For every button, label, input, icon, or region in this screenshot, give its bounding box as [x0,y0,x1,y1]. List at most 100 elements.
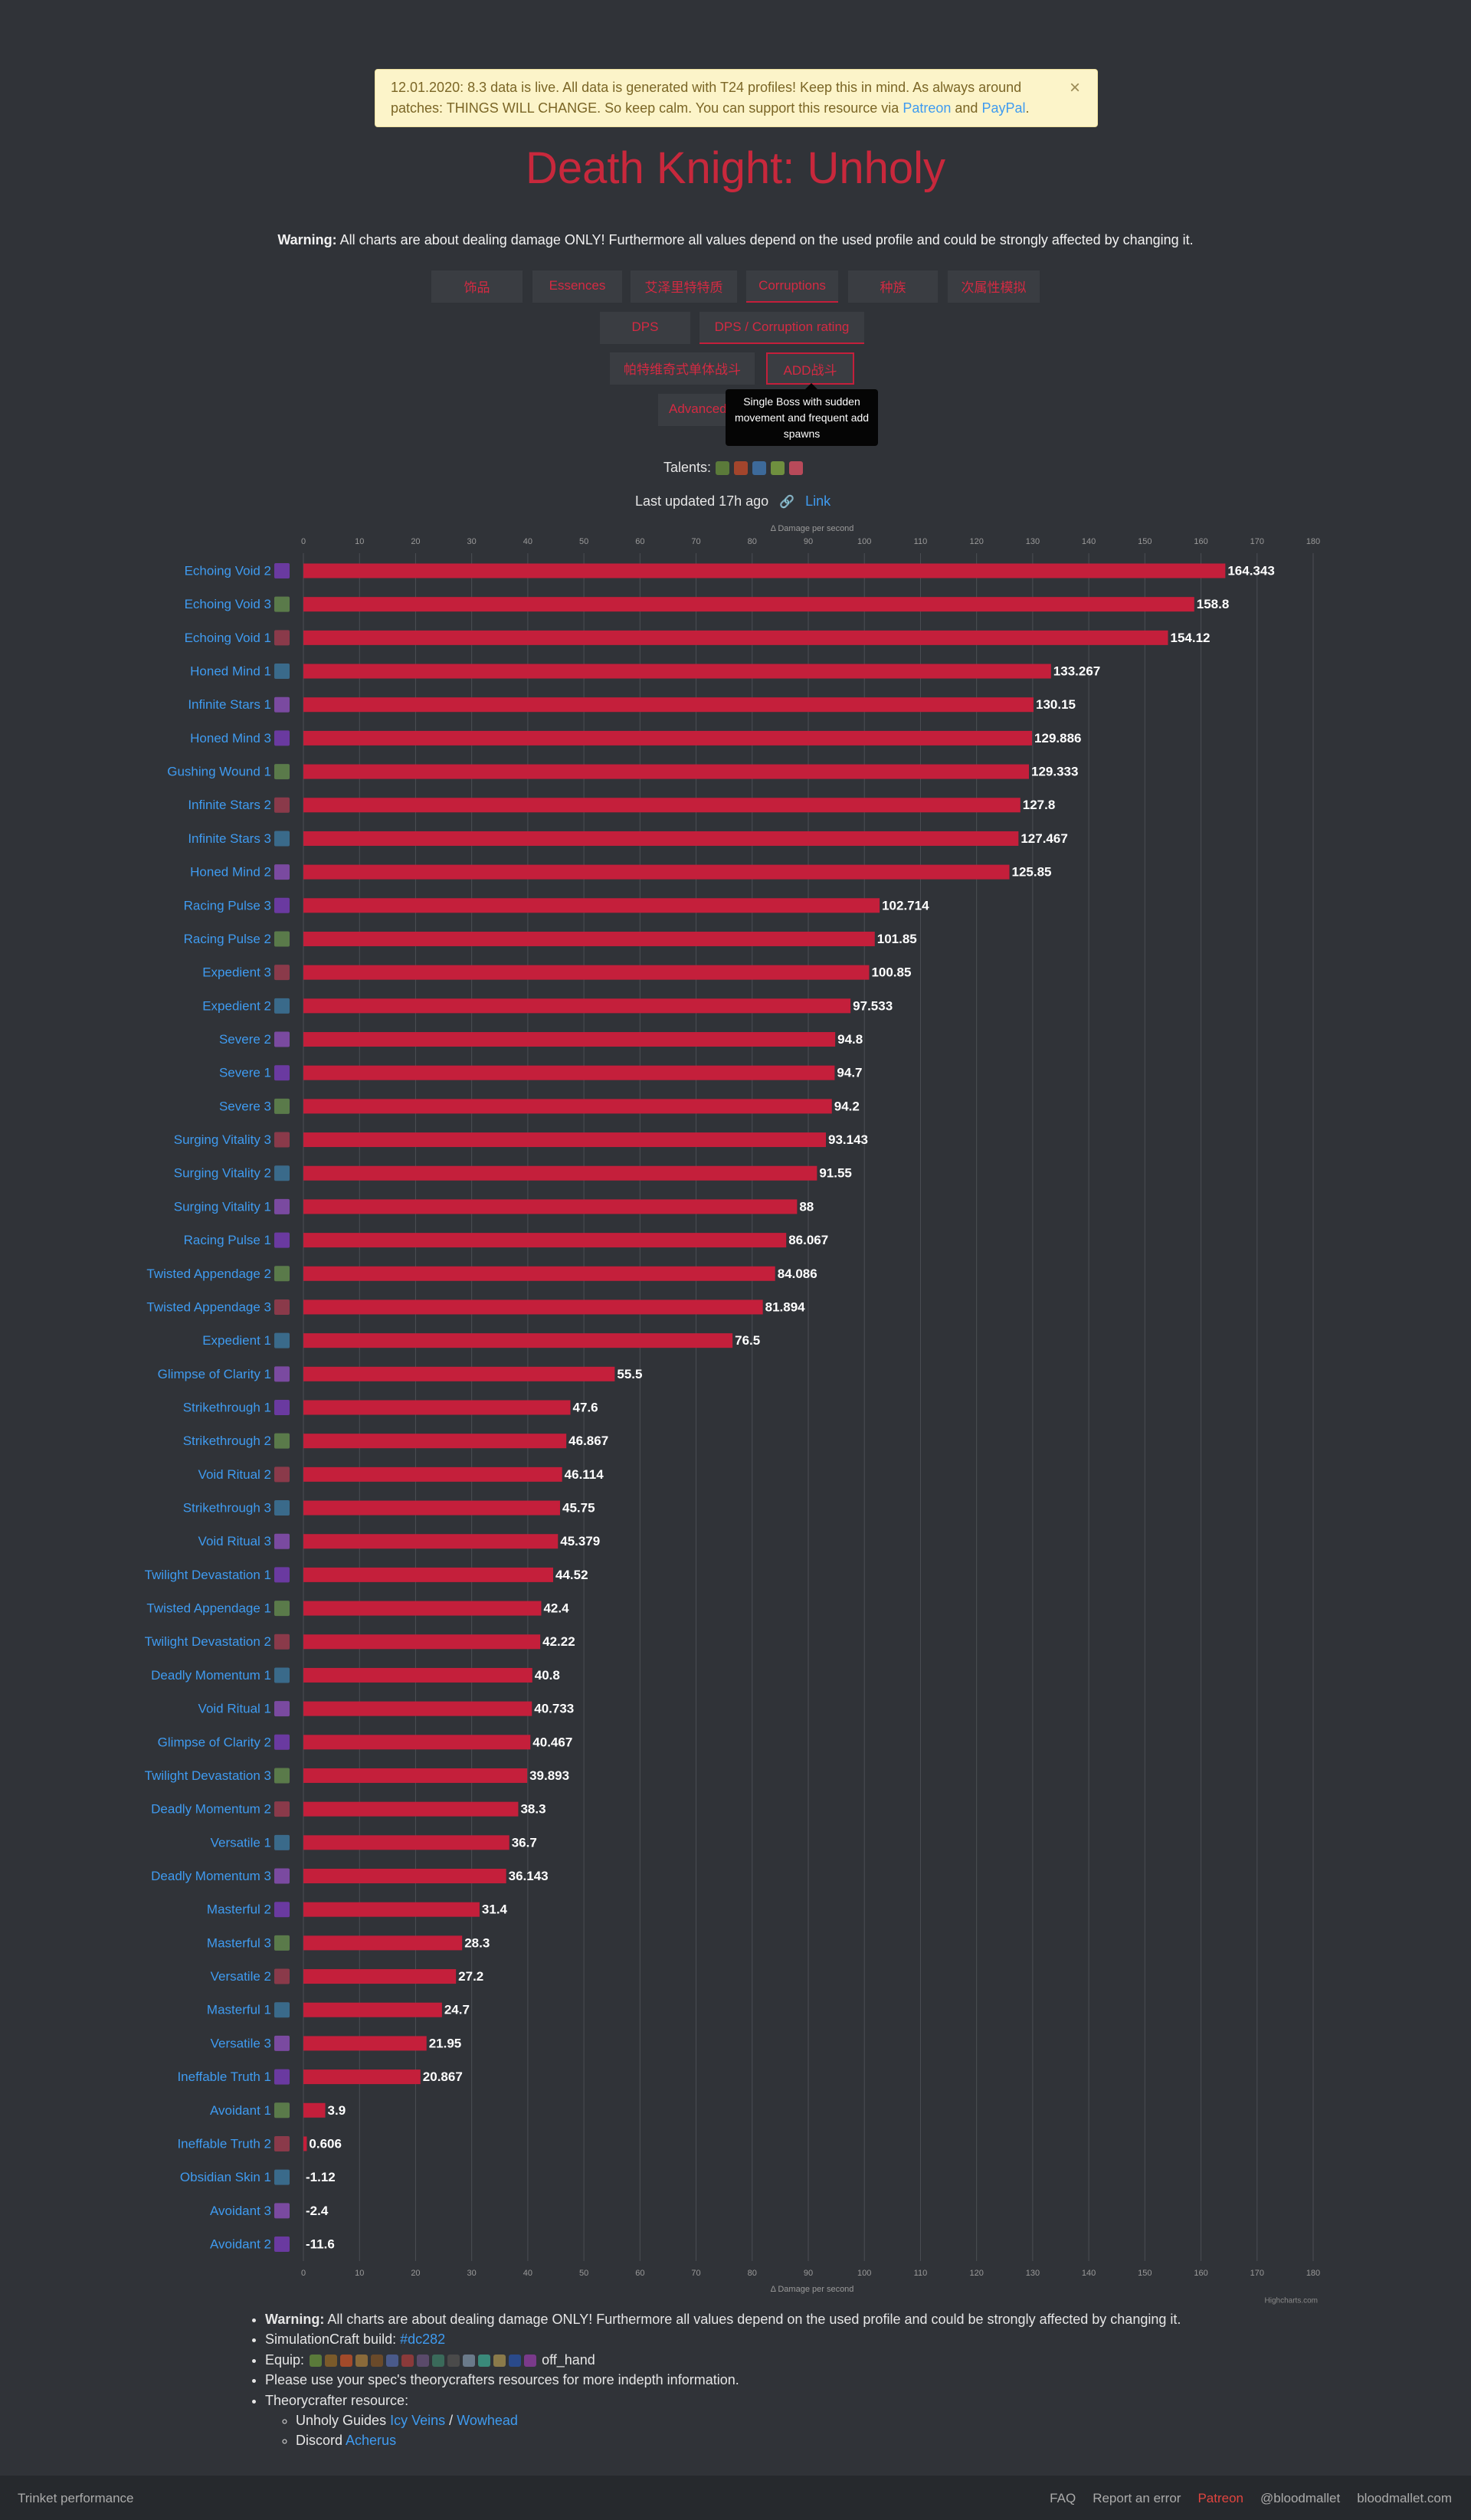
category-label[interactable]: Infinite Stars 1 [188,697,271,712]
footer-link[interactable]: Report an error [1093,2491,1181,2505]
category-label[interactable]: Twilight Devastation 3 [145,1768,271,1783]
bar [303,2002,442,2017]
category-label[interactable]: Avoidant 1 [210,2103,271,2118]
patreon-link[interactable]: Patreon [903,100,952,116]
note-label: SimulationCraft build: [265,2332,397,2348]
category-label[interactable]: Glimpse of Clarity 1 [158,1367,271,1381]
spell-icon [274,696,290,713]
category-label[interactable]: Deadly Momentum 1 [151,1668,271,1683]
category-label[interactable]: Versatile 1 [211,1835,271,1850]
discord-link[interactable]: Acherus [346,2433,397,2449]
nav-button[interactable]: DPS [600,312,690,344]
category-label[interactable]: Echoing Void 3 [185,597,271,611]
nav-button[interactable]: 次属性模拟 [948,270,1040,303]
category-label[interactable]: Severe 2 [219,1032,271,1047]
bar [303,2069,421,2085]
category-label[interactable]: Severe 1 [219,1066,271,1080]
nav-button[interactable]: 艾泽里特特质 [631,270,737,303]
alert-end: . [1025,100,1030,116]
category-label[interactable]: Infinite Stars 2 [188,798,271,812]
category-label[interactable]: Honed Mind 3 [190,731,271,746]
value-label: 164.343 [1227,563,1274,578]
category-label[interactable]: Twisted Appendage 3 [146,1299,271,1314]
category-label[interactable]: Infinite Stars 3 [188,831,271,846]
category-label[interactable]: Echoing Void 1 [185,631,271,645]
category-label[interactable]: Echoing Void 2 [185,563,271,578]
category-label[interactable]: Expedient 2 [202,998,271,1013]
spell-icon [274,664,290,680]
category-label[interactable]: Racing Pulse 3 [184,898,271,913]
nav-button[interactable]: 种族 [848,270,938,303]
category-label[interactable]: Honed Mind 1 [190,664,271,679]
bar [303,1466,562,1482]
close-button[interactable]: × [1069,77,1080,98]
category-label[interactable]: Ineffable Truth 2 [177,2136,271,2151]
bar [303,730,1033,746]
category-label[interactable]: Surging Vitality 2 [174,1166,271,1181]
guide-link[interactable]: Icy Veins [390,2413,446,2429]
nav-button[interactable]: 饰品 [431,270,523,303]
category-label[interactable]: Expedient 1 [202,1333,271,1348]
category-label[interactable]: Strikethrough 3 [183,1501,271,1516]
category-label[interactable]: Versatile 2 [211,1969,271,1984]
category-label[interactable]: Honed Mind 2 [190,865,271,880]
category-label[interactable]: Racing Pulse 1 [184,1233,271,1247]
category-label[interactable]: Masterful 2 [207,1902,271,1917]
category-label[interactable]: Versatile 3 [211,2036,271,2050]
nav-button[interactable]: Essences [532,270,622,303]
x-tick-label: 90 [804,537,813,546]
nav-button[interactable]: 帕特维奇式单体战斗 [610,352,755,385]
footer-link[interactable]: Patreon [1197,2491,1244,2505]
category-label[interactable]: Twilight Devastation 2 [145,1634,271,1649]
x-tick-label: 110 [914,2269,928,2278]
footer-link[interactable]: @bloodmallet [1260,2491,1341,2505]
category-label[interactable]: Strikethrough 1 [183,1400,271,1414]
bar [303,998,851,1014]
nav-button[interactable]: ADD战斗 [766,352,854,385]
build-link[interactable]: #dc282 [400,2332,446,2348]
category-label[interactable]: Deadly Momentum 3 [151,1869,271,1883]
nav-button[interactable]: Corruptions [746,270,838,303]
value-label: 130.15 [1036,697,1076,712]
value-label: 55.5 [617,1367,642,1381]
footer-link[interactable]: FAQ [1050,2491,1076,2505]
category-label[interactable]: Masterful 1 [207,2003,271,2017]
guide-link[interactable]: Wowhead [457,2413,518,2429]
x-tick-label: 10 [355,537,364,546]
spell-icon [274,1968,290,1984]
category-label[interactable]: Twilight Devastation 1 [145,1568,271,1582]
x-tick-label: 60 [635,537,644,546]
spell-icon [274,1098,290,1114]
category-label[interactable]: Twisted Appendage 2 [146,1267,271,1281]
category-label[interactable]: Avoidant 2 [210,2237,271,2251]
talent-icon [752,460,767,475]
category-label[interactable]: Void Ritual 2 [198,1467,271,1482]
category-label[interactable]: Surging Vitality 1 [174,1199,271,1214]
category-label[interactable]: Void Ritual 1 [198,1702,271,1716]
category-label[interactable]: Void Ritual 3 [198,1534,271,1548]
category-label[interactable]: Severe 3 [219,1099,271,1113]
category-label[interactable]: Glimpse of Clarity 2 [158,1735,271,1749]
footer-link[interactable]: bloodmallet.com [1357,2491,1452,2505]
category-label[interactable]: Strikethrough 2 [183,1434,271,1448]
paypal-link[interactable]: PayPal [981,100,1026,116]
category-label[interactable]: Racing Pulse 2 [184,932,271,946]
value-label: 93.143 [828,1132,868,1147]
category-label[interactable]: Surging Vitality 3 [174,1132,271,1147]
link[interactable]: Link [805,493,831,509]
credit[interactable]: Highcharts.com [1265,2297,1318,2305]
x-tick-label: 70 [691,537,700,546]
category-label[interactable]: Deadly Momentum 2 [151,1802,271,1817]
nav-button[interactable]: Advanced [658,394,732,426]
category-label[interactable]: Masterful 3 [207,1935,271,1950]
category-label[interactable]: Avoidant 3 [210,2204,271,2218]
category-label[interactable]: Obsidian Skin 1 [180,2170,271,2184]
category-label[interactable]: Expedient 3 [202,965,271,980]
bar [303,864,1010,880]
bar [303,1366,615,1381]
value-label: 40.467 [532,1735,572,1749]
category-label[interactable]: Gushing Wound 1 [167,765,271,779]
nav-button[interactable]: DPS / Corruption rating [699,312,864,344]
category-label[interactable]: Ineffable Truth 1 [177,2069,271,2084]
category-label[interactable]: Twisted Appendage 1 [146,1601,271,1616]
